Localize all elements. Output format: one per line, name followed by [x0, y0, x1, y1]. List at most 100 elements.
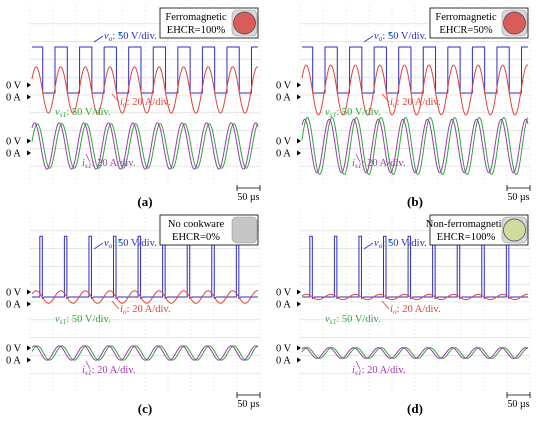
zero-label-upper-a: 0 A — [6, 300, 21, 311]
label-io: io: 20 A/div. — [390, 304, 441, 316]
trace-io — [31, 66, 259, 114]
zero-arrow — [27, 301, 31, 307]
label-vs1-symbol: v — [55, 107, 60, 118]
label-is1-symbol: i — [82, 158, 85, 169]
pointer-is1 — [85, 360, 91, 370]
zero-arrow — [297, 138, 301, 144]
label-io-subscript: o — [393, 307, 397, 316]
cookware-label: Non-ferromagnetic — [426, 219, 507, 230]
zero-arrow — [27, 150, 31, 156]
zero-label-upper-v: 0 V — [276, 288, 292, 299]
pointer-vo — [363, 35, 374, 43]
cooktop-icon — [231, 216, 258, 244]
zero-label-upper-v: 0 V — [276, 81, 292, 92]
zero-arrow — [27, 94, 31, 100]
label-vs1: vs1: 50 V/div. — [325, 107, 381, 119]
panel-label: (a) — [137, 194, 152, 209]
label-io-symbol: i — [390, 97, 393, 108]
zero-label-lower-v: 0 V — [276, 137, 292, 148]
cookware-label: No cookware — [168, 219, 225, 230]
label-vs1-subscript: s1 — [60, 110, 67, 119]
label-io-symbol: i — [120, 304, 123, 315]
trace-io — [31, 290, 259, 304]
label-vs1-subscript: s1 — [60, 317, 67, 326]
label-vs1-scale: : 50 V/div. — [66, 107, 110, 118]
label-vs1-symbol: v — [325, 314, 330, 325]
pointer-is1 — [355, 360, 361, 370]
label-io: io: 20 A/div. — [390, 97, 441, 109]
scope-panel-b: 0 V0 A0 V0 Avo: 50 V/div.io: 20 A/div.vs… — [276, 6, 531, 209]
zero-arrow — [297, 345, 301, 351]
zero-label-lower-v: 0 V — [6, 137, 22, 148]
label-vo: vo: 50 V/div. — [374, 31, 427, 43]
label-vo-symbol: v — [104, 238, 109, 249]
zero-arrow — [27, 289, 31, 295]
label-is1-subscript: s1 — [355, 368, 362, 377]
pointer-vo — [93, 35, 104, 43]
label-vs1-symbol: v — [55, 314, 60, 325]
label-vo: vo: 50 V/div. — [374, 238, 427, 250]
cookware-label: Ferromagnetic — [435, 12, 497, 23]
pointer-vo — [93, 242, 104, 250]
zero-label-upper-a: 0 A — [276, 93, 291, 104]
label-io-scale: : 20 A/div. — [127, 97, 171, 108]
time-scale-label: 50 µs — [507, 192, 529, 203]
label-is1: is1: 20 A/div. — [82, 158, 136, 170]
label-io-symbol: i — [120, 97, 123, 108]
trace-vo — [302, 46, 528, 94]
label-io: io: 20 A/div. — [120, 97, 171, 109]
zero-label-upper-v: 0 V — [6, 288, 22, 299]
label-io-subscript: o — [393, 100, 397, 109]
zero-arrow — [297, 150, 301, 156]
label-io-symbol: i — [390, 304, 393, 315]
trace-vs1 — [301, 117, 529, 175]
pointer-io — [381, 93, 390, 103]
pointer-vo — [363, 242, 374, 250]
label-is1-subscript: s1 — [355, 161, 362, 170]
label-is1-scale: : 20 A/div. — [92, 365, 136, 376]
label-io-scale: : 20 A/div. — [127, 304, 171, 315]
zero-label-upper-a: 0 A — [6, 93, 21, 104]
pointer-io — [111, 300, 120, 310]
ehcr-label: EHCR=50% — [439, 25, 492, 36]
label-vs1: vs1: 50 V/div. — [55, 107, 111, 119]
zero-label-lower-a: 0 A — [276, 356, 291, 367]
zero-label-lower-v: 0 V — [6, 344, 22, 355]
cookware-label: Ferromagnetic — [165, 12, 227, 23]
label-is1-scale: : 20 A/div. — [362, 158, 406, 169]
label-vo-scale: : 50 V/div. — [382, 31, 426, 42]
trigger-marker — [118, 32, 122, 36]
label-vs1-scale: : 50 V/div. — [66, 314, 110, 325]
label-vo: vo: 50 V/div. — [104, 31, 157, 43]
label-vo-symbol: v — [104, 31, 109, 42]
pointer-is1 — [85, 153, 91, 163]
trace-is1 — [301, 347, 529, 359]
label-is1-subscript: s1 — [85, 161, 92, 170]
label-vs1-subscript: s1 — [330, 317, 337, 326]
trace-io — [301, 64, 529, 116]
zero-label-lower-a: 0 A — [276, 149, 291, 160]
time-scale-label: 50 µs — [237, 399, 259, 410]
cookware-disk-icon — [233, 11, 256, 35]
label-vo-symbol: v — [374, 31, 379, 42]
zero-arrow — [297, 301, 301, 307]
ehcr-label: EHCR=100% — [437, 232, 496, 243]
label-vo-symbol: v — [374, 238, 379, 249]
zero-label-upper-v: 0 V — [6, 81, 22, 92]
zero-arrow — [297, 82, 301, 88]
label-is1-subscript: s1 — [85, 368, 92, 377]
label-io-subscript: o — [123, 307, 127, 316]
zero-label-lower-v: 0 V — [276, 344, 292, 355]
label-vo-scale: : 50 V/div. — [382, 238, 426, 249]
trace-vo — [32, 46, 258, 94]
label-vs1: vs1: 50 V/div. — [55, 314, 111, 326]
trigger-marker — [388, 32, 392, 36]
pointer-is1 — [355, 153, 361, 163]
label-is1-scale: : 20 A/div. — [362, 365, 406, 376]
pointer-io — [381, 300, 390, 310]
trace-io — [301, 293, 529, 301]
scope-grid — [299, 213, 531, 391]
label-vo: vo: 50 V/div. — [104, 238, 157, 250]
label-vo-scale: : 50 V/div. — [112, 238, 156, 249]
